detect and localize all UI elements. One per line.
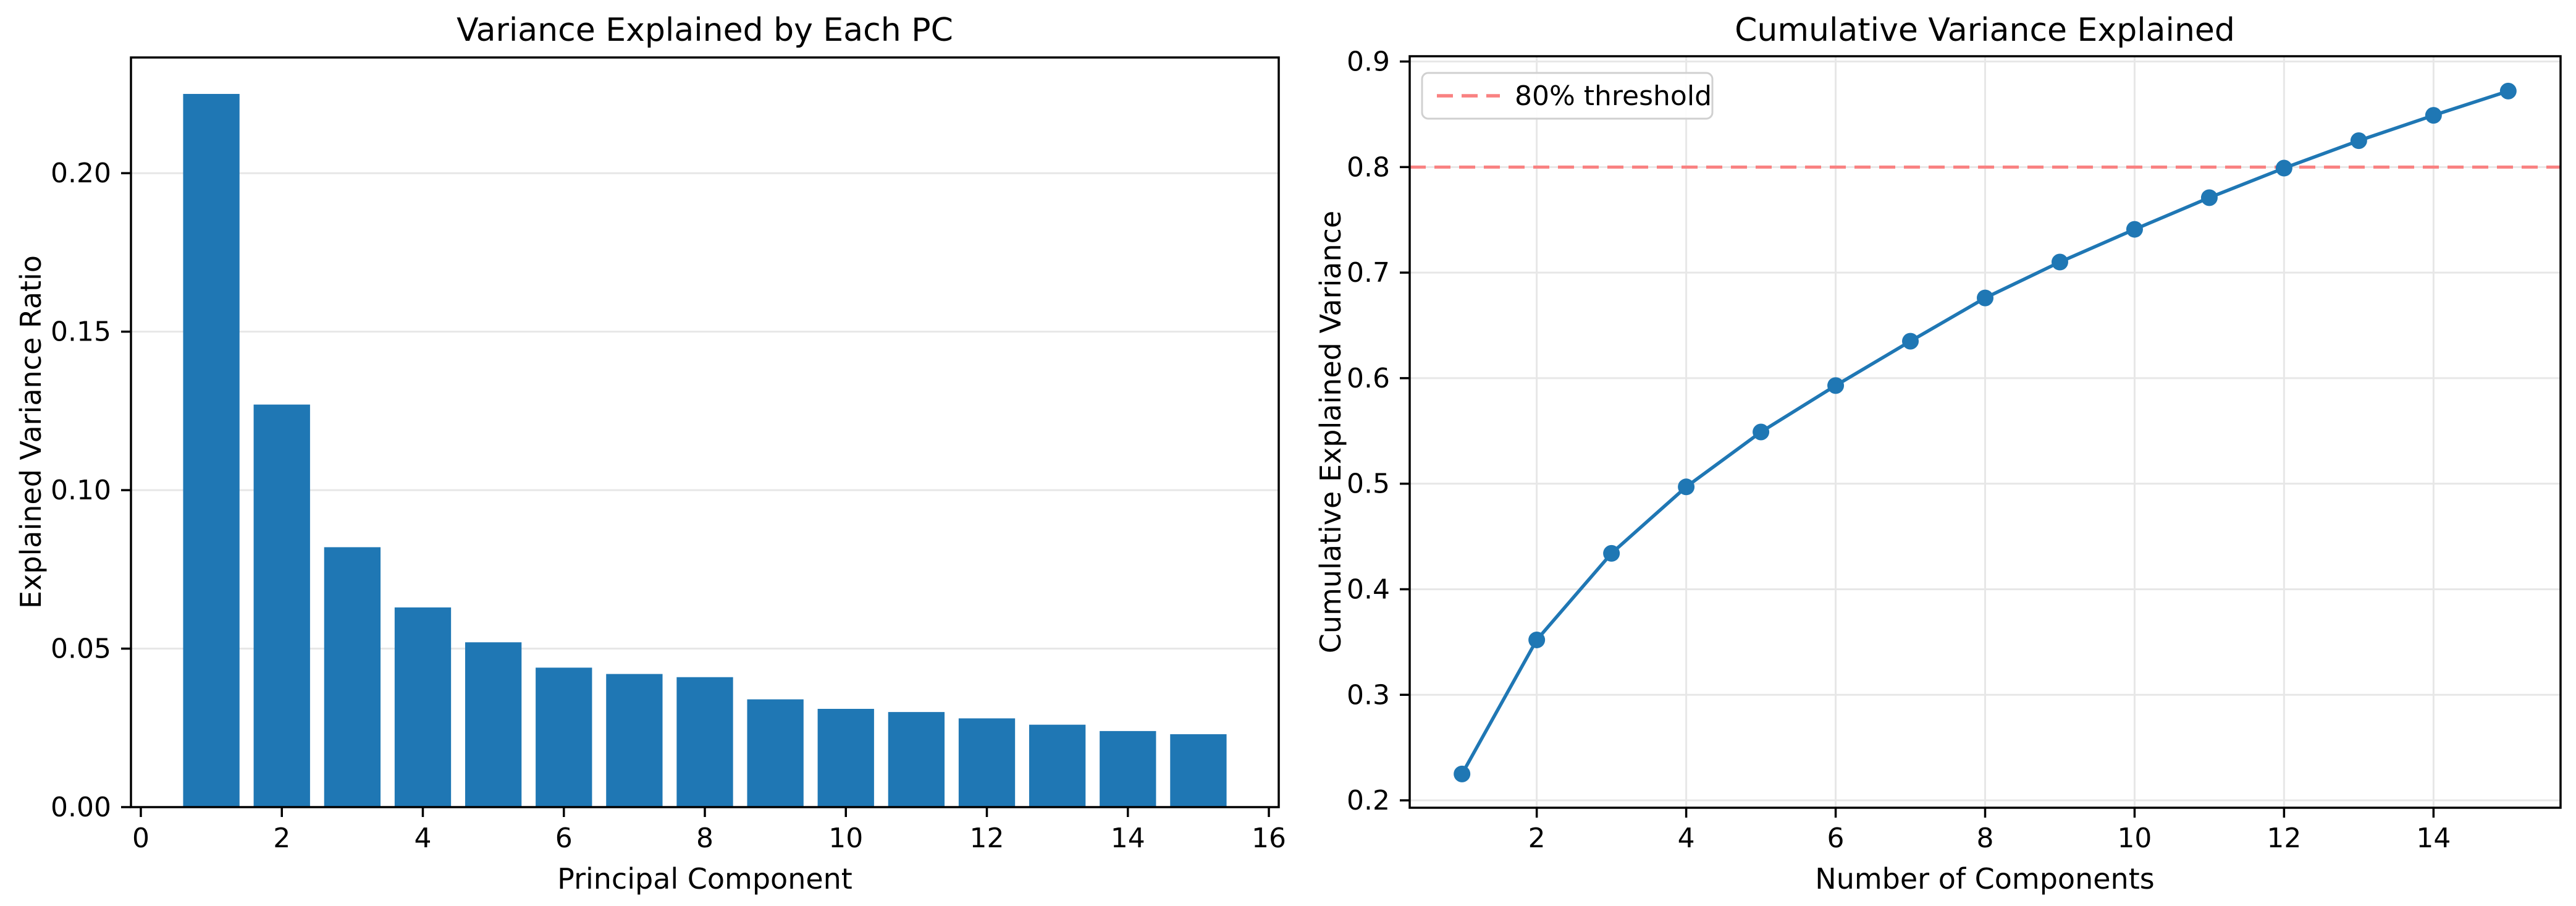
y-tick-label: 0.9 xyxy=(1347,46,1390,78)
y-tick-label: 0.10 xyxy=(51,475,111,506)
cumulative-plot-area xyxy=(1410,56,2561,808)
cumulative-chart-title: Cumulative Variance Explained xyxy=(1735,12,2235,49)
cumulative-plot: 2 4 6 8 10 12 14 0.2 0.3 0.4 0.5 0.6 0.7 0.8 0.9 Cumul… xyxy=(1314,12,2562,895)
bar-pc10 xyxy=(817,709,874,807)
scree-plot-area xyxy=(131,93,1279,807)
legend-label: 80% threshold xyxy=(1515,80,1712,112)
bar-pc3 xyxy=(324,547,381,807)
data-point-13 xyxy=(2350,132,2367,150)
data-point-5 xyxy=(1753,423,1770,441)
bar-pc11 xyxy=(888,712,945,807)
data-point-3 xyxy=(1603,544,1620,562)
bar-pc14 xyxy=(1100,730,1156,807)
x-tick-label: 2 xyxy=(273,823,290,854)
y-tick-label: 0.7 xyxy=(1347,257,1390,289)
bar-pc7 xyxy=(606,674,663,807)
y-tick-label: 0.5 xyxy=(1347,468,1390,500)
data-point-15 xyxy=(2499,82,2517,99)
scree-x-axis-label: Principal Component xyxy=(557,862,852,895)
data-point-12 xyxy=(2275,159,2292,177)
x-tick-label: 6 xyxy=(1827,823,1845,854)
y-tick-label: 0.15 xyxy=(51,316,111,348)
x-tick-label: 12 xyxy=(2267,823,2301,854)
x-tick-label: 16 xyxy=(1252,823,1286,854)
x-tick-label: 14 xyxy=(1111,823,1145,854)
data-point-10 xyxy=(2126,221,2143,238)
x-tick-label: 4 xyxy=(1678,823,1695,854)
legend: 80% threshold xyxy=(1421,72,1714,120)
x-tick-label: 8 xyxy=(1977,823,1994,854)
y-tick-label: 0.6 xyxy=(1347,363,1390,394)
bar-pc13 xyxy=(1029,724,1086,807)
scree-plot: 0 2 4 6 8 10 12 14 16 0.00 0.05 0.10 0.15 0.20 Varian… xyxy=(14,12,1286,895)
data-point-11 xyxy=(2200,189,2218,206)
data-point-1 xyxy=(1454,765,1471,782)
x-tick-label: 10 xyxy=(2117,823,2152,854)
y-tick-label: 0.3 xyxy=(1347,679,1390,711)
bar-pc9 xyxy=(747,699,804,807)
x-tick-label: 12 xyxy=(970,823,1004,854)
bar-pc2 xyxy=(253,404,310,807)
y-tick-label: 0.00 xyxy=(51,792,111,823)
bar-pc5 xyxy=(465,642,522,807)
data-point-2 xyxy=(1528,631,1546,648)
data-point-4 xyxy=(1678,478,1695,496)
x-tick-label: 6 xyxy=(555,823,573,854)
y-tick-label: 0.2 xyxy=(1347,785,1390,816)
data-point-7 xyxy=(1902,332,1919,350)
y-tick-label: 0.05 xyxy=(51,633,111,665)
data-point-6 xyxy=(1827,377,1845,394)
x-tick-label: 4 xyxy=(414,823,431,854)
bar-pc1 xyxy=(183,93,240,807)
data-point-8 xyxy=(1977,289,1993,307)
legend-box xyxy=(1421,72,1714,120)
bar-pc8 xyxy=(676,677,733,807)
scree-y-axis-label: Explained Variance Ratio xyxy=(14,255,48,609)
x-tick-label: 2 xyxy=(1528,823,1546,854)
scree-axes-ticks: 0 2 4 6 8 10 12 14 16 0.00 0.05 0.10 0.15 0.20 xyxy=(51,158,1286,854)
x-tick-label: 8 xyxy=(696,823,713,854)
cumulative-x-axis-label: Number of Components xyxy=(1815,862,2154,895)
cumulative-axes-ticks: 2 4 6 8 10 12 14 0.2 0.3 0.4 0.5 0.6 0.7 0.8 0.9 xyxy=(1347,46,2451,854)
y-tick-label: 0.8 xyxy=(1347,151,1390,183)
x-tick-label: 10 xyxy=(828,823,863,854)
bar-pc6 xyxy=(536,667,592,807)
x-tick-label: 0 xyxy=(132,823,149,854)
y-tick-label: 0.4 xyxy=(1347,574,1390,605)
bar-pc4 xyxy=(394,607,452,807)
y-tick-label: 0.20 xyxy=(51,158,111,189)
cumulative-y-axis-label: Cumulative Explained Variance xyxy=(1314,211,1347,653)
bar-pc12 xyxy=(958,718,1016,807)
data-point-9 xyxy=(2051,253,2068,271)
scree-chart-title: Variance Explained by Each PC xyxy=(457,12,953,49)
data-point-14 xyxy=(2425,107,2442,124)
x-tick-label: 14 xyxy=(2416,823,2451,854)
bar-pc15 xyxy=(1170,734,1227,807)
